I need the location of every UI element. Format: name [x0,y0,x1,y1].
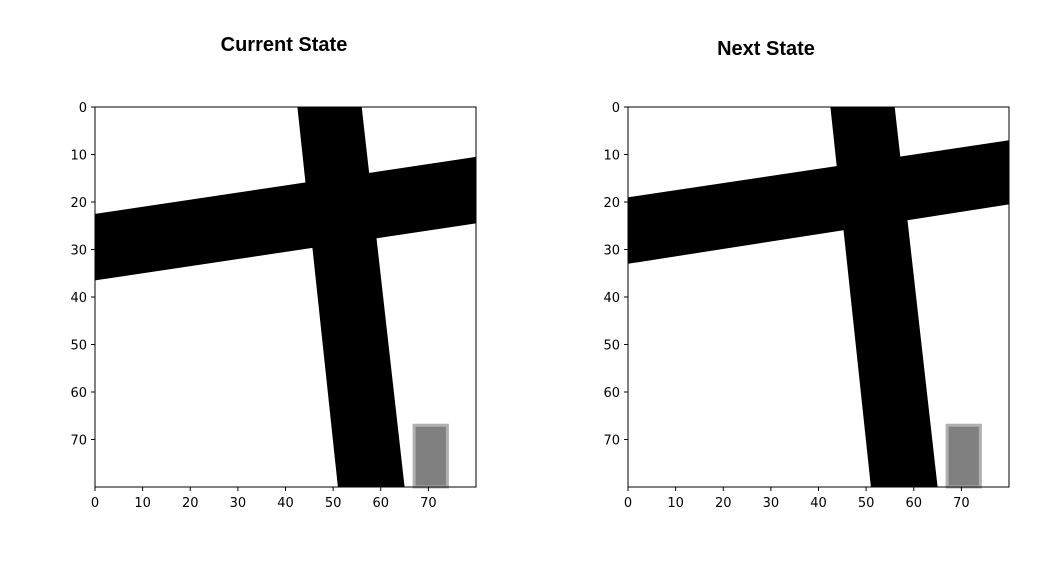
x-tick-label: 50 [858,496,875,511]
road-shape [297,107,405,487]
x-tick-label: 40 [277,496,294,511]
y-axis: 0 10 20 30 40 50 60 70 [70,101,95,449]
y-tick-label: 70 [603,434,620,449]
x-tick-label: 70 [953,496,970,511]
y-tick-label: 30 [603,244,620,259]
y-tick-label: 30 [70,244,87,259]
y-tick-label: 60 [70,386,87,401]
x-tick-label: 40 [810,496,827,511]
image-content [95,107,476,489]
y-tick-label: 70 [70,434,87,449]
y-tick-label: 0 [612,101,620,116]
x-axis: 0 10 20 30 40 50 60 70 [91,487,437,511]
y-tick-label: 20 [70,196,87,211]
y-tick-label: 50 [70,339,87,354]
x-tick-label: 10 [667,496,684,511]
road-shape [95,156,476,281]
panel-title: Next State [717,38,815,60]
road-shape [628,140,1009,264]
y-tick-label: 10 [603,149,620,164]
x-tick-label: 70 [420,496,437,511]
y-tick-label: 60 [603,386,620,401]
x-tick-label: 60 [905,496,922,511]
x-tick-label: 50 [325,496,342,511]
car-shape [412,423,449,489]
x-tick-label: 0 [624,496,632,511]
car-shape [945,423,982,489]
panel-current-state: Current State 0 10 20 30 40 50 60 70 0 10 20 30 40 5… [70,34,477,511]
x-tick-label: 20 [182,496,199,511]
image-content [628,107,1009,489]
x-tick-label: 0 [91,496,99,511]
y-tick-label: 40 [70,291,87,306]
panel-title: Current State [221,34,348,56]
y-tick-label: 0 [79,101,87,116]
x-tick-label: 60 [372,496,389,511]
x-tick-label: 10 [134,496,151,511]
y-tick-label: 20 [603,196,620,211]
x-axis: 0 10 20 30 40 50 60 70 [624,487,970,511]
plot-area [627,106,1010,489]
y-tick-label: 50 [603,339,620,354]
y-axis: 0 10 20 30 40 50 60 70 [603,101,628,449]
x-tick-label: 20 [715,496,732,511]
y-tick-label: 40 [603,291,620,306]
x-tick-label: 30 [230,496,247,511]
road-shape [830,107,938,487]
y-tick-label: 10 [70,149,87,164]
x-tick-label: 30 [763,496,780,511]
panel-next-state: Next State 0 10 20 30 40 50 60 70 0 10 20 30 40 50 60… [603,38,1010,511]
plot-area [94,106,477,489]
